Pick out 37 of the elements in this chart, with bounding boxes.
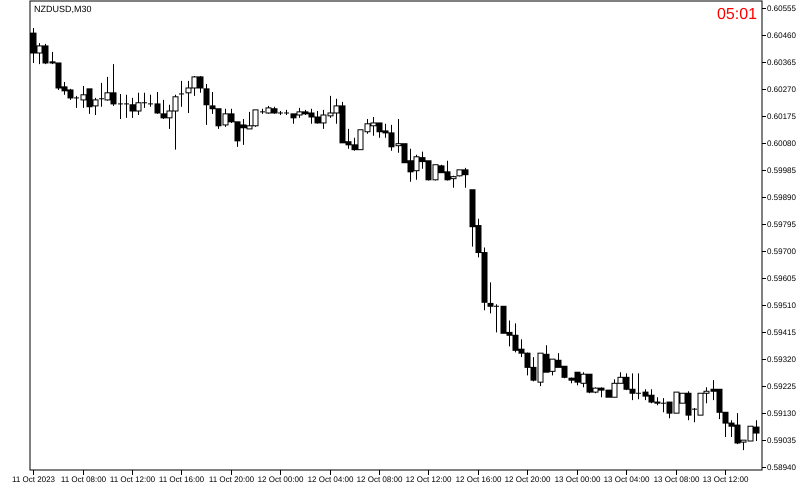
x-tick-label: 11 Oct 16:00 bbox=[158, 475, 205, 484]
candlestick bbox=[179, 80, 184, 108]
y-tick-label: 0.59795 bbox=[767, 220, 796, 229]
y-tick-label: 0.59225 bbox=[767, 382, 796, 391]
candlestick bbox=[204, 84, 210, 126]
y-tick-label: 0.59890 bbox=[767, 192, 796, 202]
y-tick-label: 0.60460 bbox=[767, 30, 796, 40]
y-tick-label: 0.59605 bbox=[767, 274, 796, 283]
annotation: 05:01 bbox=[716, 6, 758, 23]
y-tick-label: 0.59510 bbox=[767, 300, 796, 310]
x-tick-label: 13 Oct 08:00 bbox=[654, 475, 700, 484]
x-tick-label: 11 Oct 08:00 bbox=[60, 475, 107, 484]
x-tick-label: 12 Oct 12:00 bbox=[406, 475, 452, 484]
x-tick-label: 13 Oct 04:00 bbox=[604, 475, 650, 484]
y-tick-label: 0.59035 bbox=[767, 436, 796, 445]
y-tick-label: 0.60080 bbox=[767, 138, 796, 148]
x-tick-label: 12 Oct 16:00 bbox=[456, 475, 502, 484]
y-tick-label: 0.59130 bbox=[767, 408, 796, 418]
y-tick-label: 0.58940 bbox=[767, 462, 796, 472]
y-tick-label: 0.60365 bbox=[767, 58, 796, 67]
x-tick-label: 11 Oct 20:00 bbox=[208, 475, 255, 484]
x-tick-label: 12 Oct 04:00 bbox=[308, 475, 354, 484]
chart-title: NZDUSD,M30 bbox=[34, 4, 92, 14]
x-tick-label: 11 Oct 2023 bbox=[12, 475, 56, 484]
x-tick-label: 13 Oct 00:00 bbox=[554, 475, 601, 484]
x-tick-label: 12 Oct 20:00 bbox=[504, 475, 551, 484]
y-tick-label: 0.59320 bbox=[767, 354, 796, 364]
y-tick-label: 0.60555 bbox=[767, 4, 796, 13]
y-tick-label: 0.60175 bbox=[767, 112, 796, 121]
y-tick-label: 0.60270 bbox=[767, 84, 796, 94]
y-tick-label: 0.59415 bbox=[767, 328, 796, 337]
x-tick-label: 12 Oct 08:00 bbox=[356, 475, 403, 484]
y-tick-label: 0.59985 bbox=[767, 166, 796, 175]
x-tick-label: 11 Oct 12:00 bbox=[110, 475, 156, 484]
x-tick-label: 13 Oct 12:00 bbox=[702, 475, 749, 484]
y-tick-label: 0.59700 bbox=[767, 246, 796, 256]
x-tick-label: 12 Oct 00:00 bbox=[258, 475, 304, 484]
